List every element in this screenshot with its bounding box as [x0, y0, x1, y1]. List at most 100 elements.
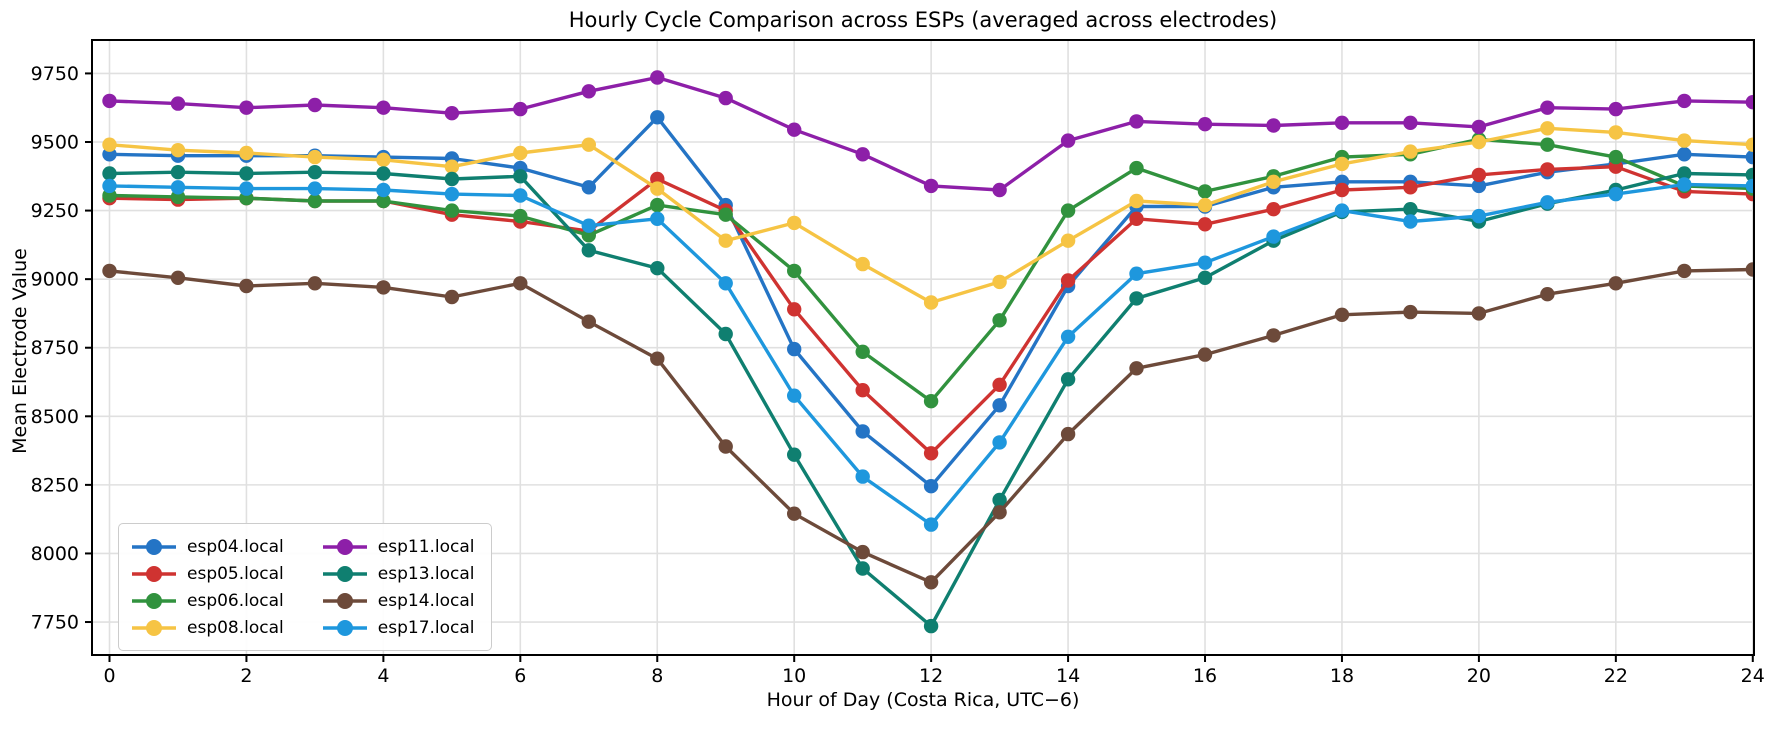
- data-point: [1129, 193, 1144, 209]
- y-tick-label: 8250: [31, 474, 79, 496]
- data-point: [1266, 229, 1281, 244]
- data-point: [992, 435, 1007, 450]
- data-point: [1471, 167, 1487, 183]
- x-axis-label: Hour of Day (Costa Rica, UTC−6): [766, 689, 1080, 711]
- data-point: [787, 341, 802, 357]
- data-point: [1060, 329, 1076, 344]
- data-point: [1608, 276, 1624, 291]
- data-point: [787, 388, 802, 403]
- data-point: [718, 276, 733, 291]
- data-point: [307, 181, 323, 196]
- x-tick-label: 24: [1741, 665, 1765, 687]
- data-point: [1677, 133, 1692, 148]
- series-esp08.local: [102, 121, 1754, 310]
- legend-item-esp05.local: esp05.local: [131, 560, 284, 587]
- data-point: [855, 469, 870, 484]
- data-point: [650, 197, 665, 213]
- legend-item-label: esp08.local: [187, 617, 284, 638]
- data-point: [718, 207, 733, 222]
- legend-item-esp13.local: esp13.local: [322, 560, 475, 587]
- data-point: [513, 169, 528, 184]
- data-point: [376, 166, 391, 181]
- data-point: [923, 394, 939, 409]
- data-point: [1197, 217, 1213, 232]
- data-point: [239, 181, 254, 196]
- data-point: [513, 208, 528, 224]
- data-point: [239, 278, 254, 294]
- data-point: [1471, 208, 1487, 224]
- data-point: [1060, 203, 1076, 218]
- data-point: [376, 152, 391, 167]
- data-point: [102, 166, 117, 181]
- data-point: [1129, 114, 1144, 129]
- data-point: [376, 280, 391, 295]
- data-point: [1677, 93, 1692, 109]
- data-point: [1403, 144, 1418, 159]
- data-point: [1060, 372, 1076, 387]
- legend-item-label: esp04.local: [187, 536, 284, 557]
- data-point: [102, 178, 117, 194]
- data-point: [1197, 197, 1213, 213]
- gridlines: [92, 40, 1754, 655]
- legend-item-esp04.local: esp04.local: [131, 533, 284, 560]
- data-point: [1471, 134, 1487, 150]
- data-point: [650, 70, 665, 85]
- data-point: [513, 276, 528, 291]
- data-point: [650, 261, 665, 276]
- ticks: 0 2 4 6 8 10 12 14 16 18 20 22 247750800082508500875…: [31, 63, 1765, 687]
- data-point: [1060, 133, 1076, 148]
- data-point: [787, 506, 802, 521]
- data-point: [239, 166, 254, 181]
- data-point: [923, 446, 939, 461]
- data-point: [1060, 233, 1076, 248]
- data-point: [1403, 115, 1418, 130]
- data-point: [1197, 184, 1213, 199]
- data-point: [1334, 115, 1350, 130]
- data-point: [1129, 160, 1144, 176]
- data-point: [718, 439, 733, 454]
- legend-item-label: esp17.local: [377, 617, 475, 638]
- y-tick-label: 8500: [31, 406, 79, 428]
- data-point: [650, 110, 665, 125]
- data-point: [581, 84, 596, 99]
- data-point: [1608, 149, 1624, 165]
- legend-item-esp08.local: esp08.local: [131, 614, 284, 641]
- x-tick-label: 12: [919, 665, 943, 687]
- legend-marker-icon: [132, 592, 176, 609]
- data-point: [992, 492, 1007, 508]
- data-point: [787, 122, 802, 137]
- data-point: [923, 479, 939, 494]
- data-point: [992, 274, 1007, 290]
- data-point: [1060, 426, 1076, 442]
- data-point: [992, 182, 1007, 198]
- data-point: [513, 145, 528, 161]
- data-point: [513, 101, 528, 117]
- legend-item-label: esp05.local: [187, 563, 284, 584]
- series-esp17.local: [102, 177, 1754, 532]
- legend-item-esp14.local: esp14.local: [322, 587, 475, 614]
- data-point: [170, 180, 186, 195]
- data-point: [1197, 117, 1213, 132]
- data-point: [855, 256, 870, 272]
- legend-item-label: esp14.local: [377, 590, 475, 611]
- series-esp11.local: [102, 70, 1754, 198]
- data-point: [923, 178, 939, 194]
- data-point: [1745, 167, 1754, 183]
- data-point: [170, 165, 186, 180]
- y-axis-label-wrap: Mean Electrode Value: [9, 171, 35, 531]
- data-point: [1745, 178, 1754, 194]
- legend-marker-icon: [322, 565, 367, 582]
- data-point: [1608, 101, 1624, 117]
- data-point: [787, 447, 802, 462]
- y-tick-label: 9250: [31, 200, 79, 222]
- data-point: [650, 181, 665, 196]
- legend-item-label: esp06.local: [187, 590, 284, 611]
- legend-marker-icon: [322, 592, 367, 609]
- data-point: [444, 106, 460, 121]
- series-esp14.local: [102, 262, 1754, 590]
- data-point: [992, 377, 1007, 392]
- y-tick-label: 9750: [31, 63, 79, 85]
- data-point: [102, 137, 117, 152]
- data-point: [307, 97, 323, 113]
